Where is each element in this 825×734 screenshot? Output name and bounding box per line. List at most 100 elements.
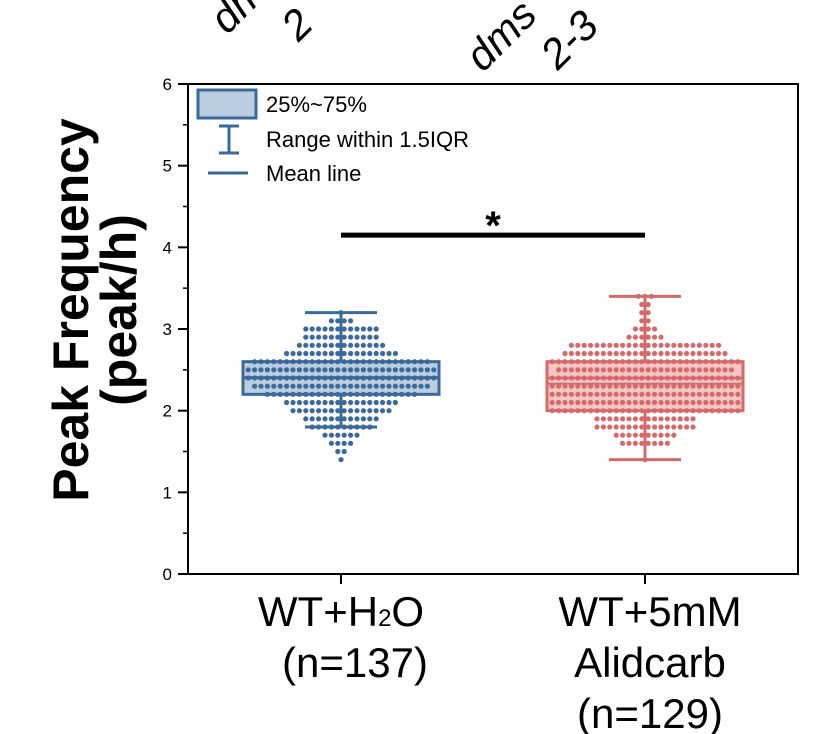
data-point <box>386 359 392 365</box>
data-point <box>648 293 655 299</box>
data-point <box>290 399 296 406</box>
data-point <box>380 375 386 381</box>
data-point <box>316 326 322 332</box>
data-point <box>645 408 651 414</box>
data-point <box>367 375 373 381</box>
data-point <box>671 432 677 438</box>
data-point <box>607 416 613 422</box>
data-point <box>380 391 386 397</box>
data-point <box>284 391 290 397</box>
data-point <box>341 440 347 446</box>
data-point <box>328 424 334 430</box>
data-point <box>716 342 722 348</box>
data-point <box>703 342 709 348</box>
data-point <box>277 391 283 397</box>
data-point <box>556 408 562 414</box>
data-point <box>418 359 424 365</box>
data-point <box>328 399 334 406</box>
data-point <box>664 342 671 348</box>
data-point <box>277 383 283 389</box>
data-point <box>684 367 690 373</box>
data-point <box>632 342 639 348</box>
data-point <box>690 383 696 389</box>
data-point <box>600 399 607 406</box>
data-point <box>316 416 322 422</box>
data-point <box>556 399 562 406</box>
data-point <box>626 432 632 438</box>
data-point <box>354 424 360 430</box>
data-point <box>632 391 639 397</box>
data-point <box>728 391 735 397</box>
data-point <box>639 350 645 357</box>
data-point <box>600 408 607 414</box>
data-point <box>303 383 309 389</box>
data-point <box>703 367 709 373</box>
data-point <box>341 359 347 365</box>
data-point <box>639 440 645 446</box>
data-point <box>588 342 594 348</box>
y-tick-label: 5 <box>163 157 172 176</box>
data-point <box>658 367 664 373</box>
data-point <box>335 416 341 422</box>
data-point <box>722 408 728 414</box>
data-point <box>348 440 354 446</box>
data-point <box>309 408 315 414</box>
data-point <box>594 350 600 357</box>
data-point <box>639 367 645 373</box>
data-point <box>392 399 398 406</box>
data-point <box>677 408 683 414</box>
data-point <box>568 383 575 389</box>
data-point <box>613 375 619 381</box>
data-point <box>309 367 315 373</box>
data-point <box>360 424 366 430</box>
data-point <box>399 375 405 381</box>
top-label-3: dms <box>456 0 545 80</box>
data-point <box>335 424 341 430</box>
data-point <box>309 391 315 397</box>
data-point <box>354 375 360 381</box>
data-point <box>581 359 587 365</box>
data-point <box>639 375 645 381</box>
data-point <box>328 326 334 332</box>
data-point <box>562 408 568 414</box>
data-point <box>549 408 555 414</box>
data-point <box>696 383 703 389</box>
legend-item-box: 25%~75% <box>266 92 367 117</box>
data-point <box>360 375 366 381</box>
data-point <box>556 359 562 365</box>
data-point <box>309 424 315 430</box>
data-point <box>316 342 322 348</box>
data-point <box>424 359 430 365</box>
data-point <box>620 350 626 357</box>
data-point <box>405 391 411 397</box>
data-point <box>642 293 648 299</box>
data-point <box>626 359 632 365</box>
legend: 25%~75% Range within 1.5IQR Mean line <box>196 88 469 186</box>
data-point <box>380 342 386 348</box>
data-point <box>696 342 703 348</box>
data-point <box>632 440 639 446</box>
data-point <box>626 350 632 357</box>
data-point <box>316 367 322 373</box>
data-point <box>264 391 270 397</box>
data-point <box>556 391 562 397</box>
data-point <box>600 424 607 430</box>
data-point <box>588 399 594 406</box>
data-point <box>303 350 309 357</box>
data-point <box>639 326 645 332</box>
data-point <box>581 391 587 397</box>
data-point <box>335 318 341 324</box>
data-point <box>677 350 683 357</box>
data-point <box>600 375 607 381</box>
data-point <box>626 408 632 414</box>
data-point <box>399 359 405 365</box>
data-point <box>296 399 302 406</box>
data-point <box>581 399 587 406</box>
data-point <box>626 367 632 373</box>
data-point <box>690 399 696 406</box>
data-point <box>392 359 398 365</box>
data-point <box>652 375 658 381</box>
data-point <box>652 416 658 422</box>
data-point <box>645 326 651 332</box>
data-point <box>735 383 741 389</box>
